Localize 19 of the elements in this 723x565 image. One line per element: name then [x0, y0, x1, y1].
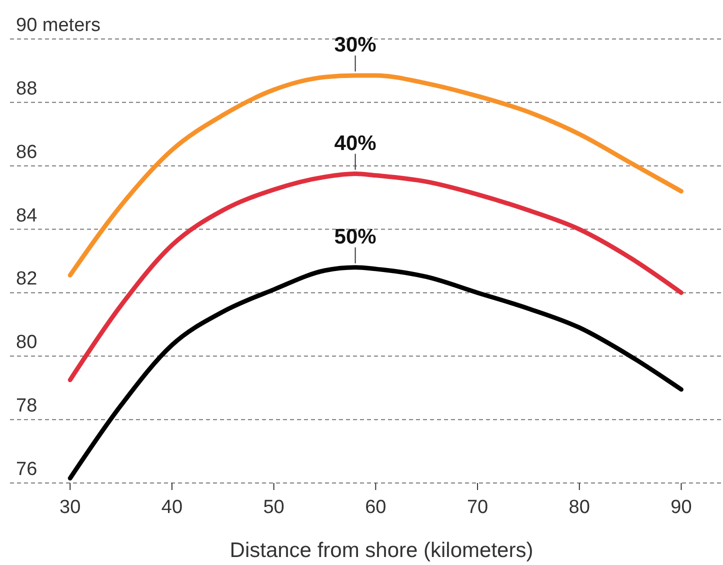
y-tick-label: 82 [16, 268, 38, 290]
y-tick-label: 86 [16, 142, 38, 163]
y-tick-label: 90 meters [16, 15, 100, 36]
y-tick-label: 76 [16, 459, 38, 480]
x-tick-label: 40 [161, 497, 183, 518]
x-tick-label: 70 [466, 497, 488, 518]
y-tick-label: 80 [16, 332, 38, 354]
x-tick-label: 80 [568, 497, 590, 518]
y-tick-label: 84 [16, 205, 38, 226]
x-axis-title: Distance from shore (kilometers) [230, 539, 534, 562]
y-tick-label: 78 [16, 396, 38, 417]
x-tick-label: 50 [263, 497, 284, 518]
series-label: 40% [334, 132, 377, 155]
x-tick-label: 60 [365, 497, 386, 518]
series-label: 50% [334, 225, 377, 248]
y-tick-label: 88 [16, 78, 38, 100]
series-label: 30% [334, 33, 377, 56]
x-tick-label: 30 [60, 497, 81, 518]
x-tick-label: 90 [670, 497, 692, 518]
